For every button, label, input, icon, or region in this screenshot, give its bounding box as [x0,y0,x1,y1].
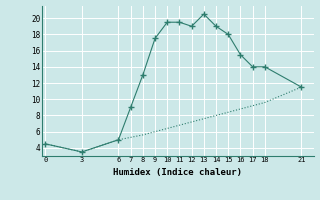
X-axis label: Humidex (Indice chaleur): Humidex (Indice chaleur) [113,168,242,177]
